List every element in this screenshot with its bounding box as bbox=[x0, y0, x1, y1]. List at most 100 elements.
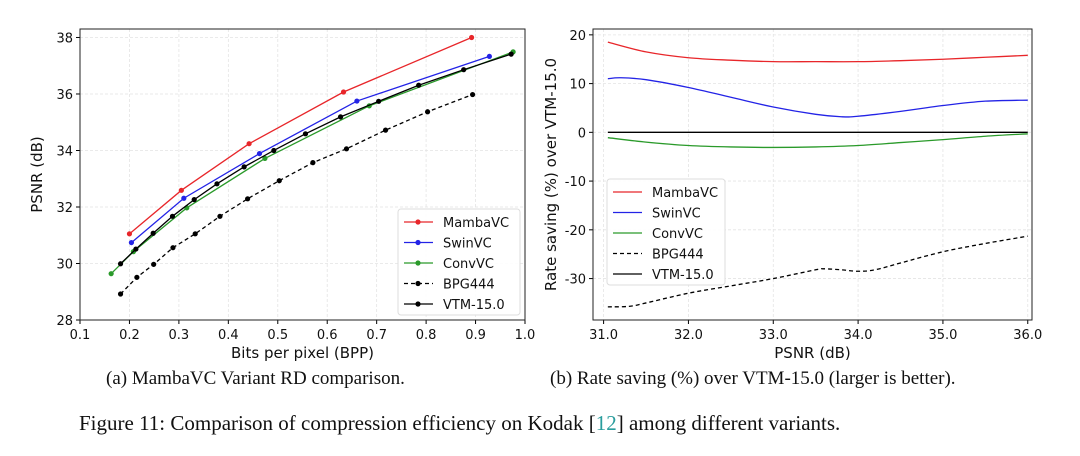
y-tick-label: 30 bbox=[56, 257, 73, 272]
y-axis-label: PSNR (dB) bbox=[28, 136, 46, 213]
y-axis-label: Rate saving (%) over VTM-15.0 bbox=[542, 58, 560, 291]
x-tick-label: 0.9 bbox=[465, 328, 486, 343]
data-point bbox=[128, 239, 135, 246]
caption-b: (b) Rate saving (%) over VTM-15.0 (large… bbox=[550, 368, 956, 389]
x-tick-label: 0.8 bbox=[416, 328, 437, 343]
data-point bbox=[302, 131, 309, 137]
legend-marker bbox=[415, 219, 421, 225]
data-point bbox=[150, 230, 156, 236]
data-point bbox=[241, 164, 247, 170]
legend-label: SwinVC bbox=[652, 207, 701, 222]
series-line-vtm-15-0 bbox=[120, 53, 512, 265]
data-point bbox=[416, 82, 422, 88]
data-point bbox=[486, 53, 492, 60]
legend-marker bbox=[415, 280, 421, 287]
data-point bbox=[376, 98, 382, 104]
axes-frame bbox=[79, 28, 526, 321]
x-tick-label: 0.1 bbox=[70, 328, 91, 343]
figure-caption: Figure 11: Comparison of compression eff… bbox=[79, 411, 840, 436]
legend: MambaVC SwinVC ConvVC BPG444 VTM-15.0 bbox=[606, 178, 726, 286]
legend-label: VTM-15.0 bbox=[652, 268, 714, 283]
legend-box bbox=[606, 178, 726, 286]
data-point bbox=[178, 187, 184, 193]
data-point bbox=[424, 109, 431, 115]
data-point bbox=[354, 98, 360, 104]
data-point bbox=[310, 160, 316, 166]
legend-label: MambaVC bbox=[443, 216, 509, 231]
series-line-mambavc bbox=[607, 41, 1028, 63]
series-line-convvc bbox=[607, 133, 1028, 149]
legend-label: SwinVC bbox=[443, 237, 492, 252]
y-tick-label: 20 bbox=[569, 29, 586, 44]
data-point bbox=[469, 91, 476, 98]
y-tick-label: 38 bbox=[56, 31, 73, 46]
data-point bbox=[117, 291, 124, 297]
series-line-mambavc bbox=[129, 36, 472, 235]
data-point bbox=[382, 127, 389, 133]
x-tick-label: 0.3 bbox=[169, 328, 190, 343]
x-tick-label: 0.6 bbox=[317, 328, 338, 343]
x-tick-label: 36.0 bbox=[1013, 328, 1042, 343]
legend-label: ConvVC bbox=[652, 227, 703, 242]
data-point bbox=[461, 67, 467, 73]
x-tick-label: 31.0 bbox=[589, 328, 618, 343]
y-tick-label: 36 bbox=[56, 88, 73, 103]
data-point bbox=[126, 231, 133, 237]
series-group bbox=[108, 34, 516, 297]
x-tick-label: 0.7 bbox=[366, 328, 387, 343]
x-axis-label: Bits per pixel (BPP) bbox=[231, 344, 374, 362]
data-point bbox=[134, 274, 140, 280]
data-point bbox=[246, 141, 252, 147]
data-point bbox=[276, 178, 282, 184]
x-tick-label: 34.0 bbox=[844, 328, 873, 343]
data-point bbox=[262, 155, 268, 161]
data-point bbox=[271, 147, 277, 154]
chart-rate-saving: 31.0 32.0 33.0 34.0 35.0 36.0 -30 -20 -10 0 10 20 PS… bbox=[542, 28, 1042, 362]
data-point bbox=[133, 246, 139, 252]
data-point bbox=[191, 197, 197, 203]
y-tick-label: 34 bbox=[56, 144, 73, 159]
data-point bbox=[169, 213, 176, 219]
y-tick-label: 32 bbox=[56, 201, 73, 216]
figure-caption-suffix: ] among different variants. bbox=[616, 411, 841, 435]
x-axis-label: PSNR (dB) bbox=[774, 344, 851, 362]
data-point bbox=[343, 146, 350, 152]
x-tick-label: 32.0 bbox=[674, 328, 703, 343]
data-point bbox=[340, 89, 347, 95]
series-line-swinvc bbox=[607, 77, 1028, 118]
legend-label: MambaVC bbox=[652, 186, 718, 201]
y-tick-label: -10 bbox=[565, 175, 586, 190]
x-tick-label: 0.4 bbox=[218, 328, 239, 343]
data-point bbox=[117, 261, 124, 267]
citation-link[interactable]: 12 bbox=[595, 411, 617, 435]
legend-label: VTM-15.0 bbox=[443, 298, 505, 313]
legend-marker bbox=[415, 239, 421, 246]
data-point bbox=[217, 213, 223, 219]
data-point bbox=[469, 34, 475, 41]
data-point bbox=[508, 51, 514, 57]
legend-marker bbox=[415, 301, 421, 307]
data-point bbox=[245, 196, 251, 202]
legend-label: BPG444 bbox=[443, 278, 495, 293]
data-point bbox=[181, 195, 187, 201]
legend-label: BPG444 bbox=[652, 248, 704, 263]
series-group bbox=[607, 41, 1028, 308]
y-tick-label: 28 bbox=[56, 314, 73, 329]
x-tick-label: 33.0 bbox=[759, 328, 788, 343]
axes-frame bbox=[592, 28, 1033, 321]
legend-box bbox=[397, 208, 521, 316]
x-tick-label: 0.2 bbox=[119, 328, 140, 343]
y-tick-label: 10 bbox=[569, 78, 586, 93]
x-tick-label: 35.0 bbox=[928, 328, 957, 343]
caption-a: (a) MambaVC Variant RD comparison. bbox=[106, 368, 405, 389]
y-tick-label: -30 bbox=[565, 273, 586, 288]
figure-caption-prefix: Figure 11: Comparison of compression eff… bbox=[79, 411, 596, 435]
data-point bbox=[256, 150, 263, 157]
data-point bbox=[108, 271, 114, 277]
x-tick-label: 0.5 bbox=[267, 328, 288, 343]
series-line-bpg444 bbox=[607, 235, 1028, 308]
legend: MambaVC SwinVC ConvVC BPG444 VTM-15.0 bbox=[397, 208, 521, 316]
legend-label: ConvVC bbox=[443, 257, 494, 272]
data-point bbox=[214, 181, 220, 187]
